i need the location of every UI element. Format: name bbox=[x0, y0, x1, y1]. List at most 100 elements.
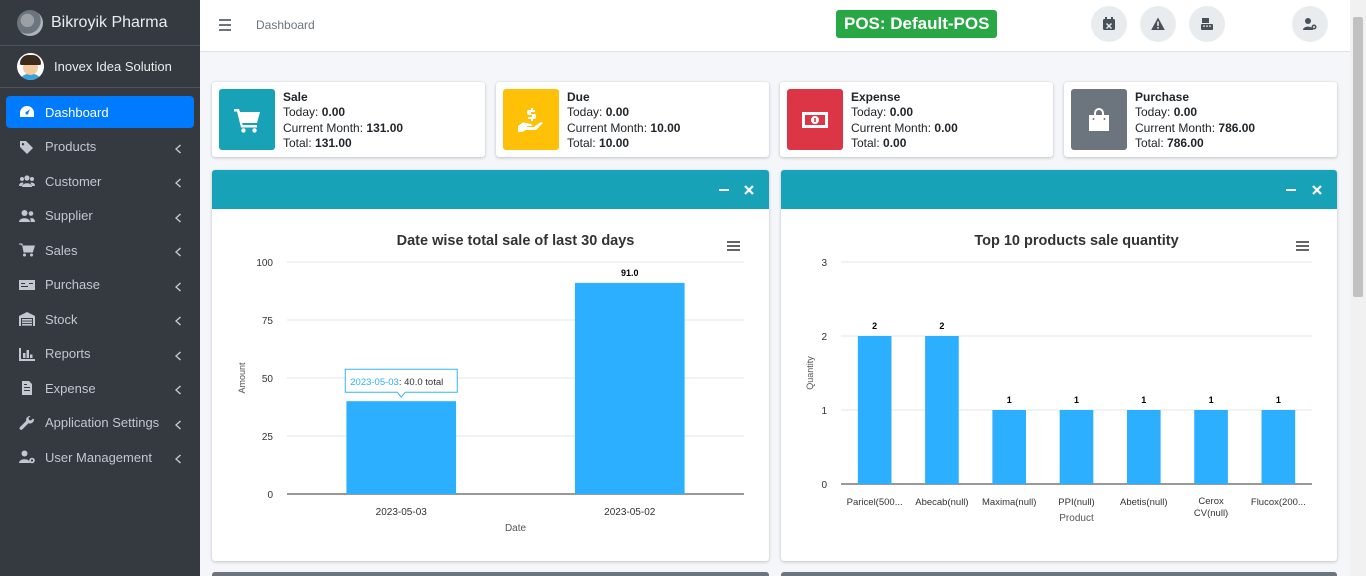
sidebar-item-products[interactable]: Products bbox=[6, 131, 194, 163]
sidebar-item-expense[interactable]: Expense bbox=[6, 372, 194, 404]
bar[interactable] bbox=[346, 401, 457, 494]
pos-badge[interactable]: POS: Default-POS bbox=[836, 10, 998, 38]
user-settings-button[interactable] bbox=[1292, 6, 1328, 42]
sidebar-item-label: User Management bbox=[45, 449, 152, 465]
chevron-left-icon bbox=[174, 211, 181, 222]
info-box-today-line: Today: 0.00 bbox=[1135, 105, 1255, 120]
sidebar-item-reports[interactable]: Reports bbox=[6, 338, 194, 370]
y-tick-label: 0 bbox=[267, 490, 273, 501]
x-tick-label: 2023-05-03 bbox=[376, 507, 428, 518]
bar-data-label: 1 bbox=[1074, 395, 1079, 405]
info-box-total-line: Total: 10.00 bbox=[567, 136, 680, 151]
info-box-title: Purchase bbox=[1135, 90, 1190, 104]
info-box-text: Expense Today: 0.00 Current Month: 0.00 Tot… bbox=[851, 90, 958, 151]
sidebar-item-user-management[interactable]: User Management bbox=[6, 441, 194, 473]
info-box-today-value: 0.00 bbox=[889, 105, 914, 120]
info-box-total-value: 10.00 bbox=[599, 135, 630, 150]
lower-card bbox=[781, 572, 1337, 576]
info-box-text: Sale Today: 0.00 Current Month: 131.00 Tota… bbox=[283, 90, 403, 151]
collapse-icon[interactable] bbox=[719, 189, 729, 191]
info-box-month-label: Current Month: bbox=[1135, 120, 1216, 135]
x-tick-label: Abecab(null) bbox=[915, 497, 968, 508]
sidebar-item-dashboard[interactable]: Dashboard bbox=[6, 96, 194, 128]
chevron-left-icon bbox=[174, 349, 181, 360]
sidebar-item-application-settings[interactable]: Application Settings bbox=[6, 407, 194, 439]
y-tick-label: 75 bbox=[262, 316, 274, 327]
x-tick-label: PPI(null) bbox=[1058, 497, 1094, 508]
menu-toggle-icon[interactable] bbox=[219, 19, 231, 31]
bar[interactable] bbox=[1261, 410, 1296, 484]
sidebar-item-label: Sales bbox=[45, 242, 78, 258]
y-tick-label: 25 bbox=[262, 432, 274, 443]
chart-menu-icon[interactable] bbox=[1296, 241, 1309, 251]
info-box-total-line: Total: 786.00 bbox=[1135, 136, 1255, 151]
cart-icon bbox=[219, 89, 275, 150]
info-box-today-label: Today: bbox=[1135, 105, 1171, 120]
y-axis-title: Amount bbox=[237, 362, 247, 394]
alert-button[interactable] bbox=[1140, 6, 1176, 42]
file-invoice-icon bbox=[18, 381, 36, 395]
info-box-total-line: Total: 0.00 bbox=[851, 136, 958, 151]
close-icon[interactable] bbox=[743, 183, 755, 195]
collapse-icon[interactable] bbox=[1286, 189, 1296, 191]
info-box-month-line: Current Month: 131.00 bbox=[283, 121, 403, 136]
close-icon[interactable] bbox=[1311, 183, 1323, 195]
bar[interactable] bbox=[1059, 410, 1094, 484]
sales-chart-card: Date wise total sale of last 30 days 0 25 5… bbox=[212, 170, 769, 561]
bar[interactable] bbox=[574, 282, 685, 494]
info-box-month-label: Current Month: bbox=[851, 120, 932, 135]
bar[interactable] bbox=[925, 336, 959, 484]
sidebar-item-stock[interactable]: Stock bbox=[6, 303, 194, 335]
brand-name: Bikroyik Pharma bbox=[51, 13, 168, 31]
info-box-today-value: 0.00 bbox=[321, 105, 346, 120]
chevron-left-icon bbox=[174, 176, 181, 188]
bar[interactable] bbox=[1126, 410, 1161, 484]
sidebar-item-purchase[interactable]: Purchase bbox=[6, 269, 194, 301]
info-box-today-line: Today: 0.00 bbox=[851, 105, 958, 120]
sidebar-item-customer[interactable]: Customer bbox=[6, 165, 194, 197]
scrollbar-thumb[interactable] bbox=[1353, 17, 1363, 297]
tooltip-category: 2023-05-03 bbox=[350, 377, 399, 388]
brand[interactable]: Bikroyik Pharma bbox=[0, 0, 200, 46]
user-friends-icon bbox=[18, 209, 36, 223]
x-tick-label: Flucox(200... bbox=[1251, 497, 1306, 508]
user-panel[interactable]: Inovex Idea Solution bbox=[0, 46, 200, 88]
tags-icon bbox=[18, 140, 36, 154]
shopping-bag-icon bbox=[1071, 89, 1127, 150]
sidebar-item-sales[interactable]: Sales bbox=[6, 234, 194, 266]
info-box-total-value: 0.00 bbox=[883, 135, 907, 150]
y-axis-title: Quantity bbox=[805, 356, 815, 390]
chart-tooltip: 2023-05-03: 40.0 total bbox=[344, 368, 458, 399]
avatar bbox=[17, 53, 44, 80]
sidebar-item-supplier[interactable]: Supplier bbox=[6, 200, 194, 232]
money-bill-icon bbox=[787, 89, 843, 150]
wrench-icon bbox=[18, 415, 36, 430]
bar-data-label: 1 bbox=[1276, 395, 1281, 405]
chevron-left-icon bbox=[174, 280, 181, 291]
info-box-month-value: 131.00 bbox=[366, 120, 404, 135]
calendar-x-button[interactable] bbox=[1091, 6, 1127, 42]
calendar-x-icon bbox=[1103, 17, 1115, 30]
info-box-month-value: 0.00 bbox=[934, 120, 958, 135]
info-box-today-line: Today: 0.00 bbox=[283, 105, 403, 120]
card-header bbox=[781, 170, 1337, 209]
products-bar-chart: Top 10 products sale quantity 0 1 2 3 2 Parice… bbox=[805, 233, 1312, 524]
cart-icon bbox=[18, 243, 36, 257]
bar[interactable] bbox=[857, 336, 892, 484]
card-header bbox=[212, 170, 769, 209]
chart-menu-icon[interactable] bbox=[727, 241, 740, 251]
page-scrollbar[interactable] bbox=[1350, 0, 1366, 576]
info-box-month-label: Current Month: bbox=[567, 120, 648, 135]
bar[interactable] bbox=[992, 410, 1027, 484]
bar[interactable] bbox=[1194, 410, 1228, 484]
info-box-total-label: Total: bbox=[283, 135, 312, 150]
info-box-month-label: Current Month: bbox=[283, 120, 364, 135]
breadcrumb[interactable]: Dashboard bbox=[256, 18, 315, 32]
chevron-left-icon bbox=[174, 142, 181, 153]
info-box-expense: Expense Today: 0.00 Current Month: 0.00 Tot… bbox=[780, 82, 1053, 157]
chevron-left-icon bbox=[174, 314, 181, 326]
sidebar-item-label: Stock bbox=[45, 311, 78, 327]
pos-register-button[interactable] bbox=[1189, 6, 1225, 42]
info-box-today-label: Today: bbox=[283, 105, 319, 120]
svg-text:2023-05-03: 40.0 total: 2023-05-03: 40.0 total bbox=[350, 377, 443, 388]
